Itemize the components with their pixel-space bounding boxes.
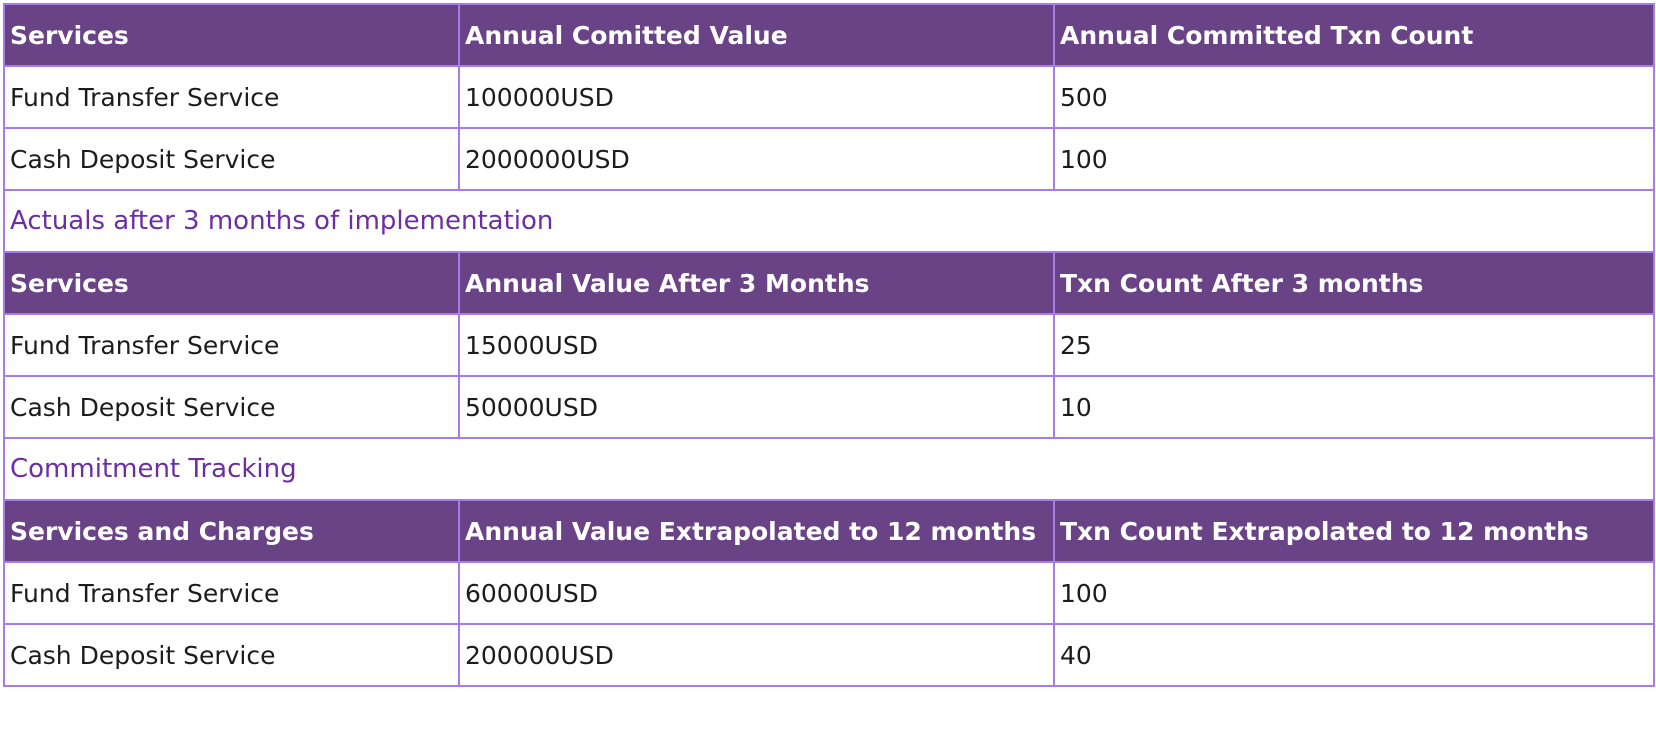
header-cell: Services and Charges [3,499,460,563]
table-cell: 10 [1053,375,1655,439]
table-cell: 200000USD [458,623,1055,687]
header-cell: Txn Count After 3 months [1053,251,1655,315]
header-cell: Services [3,251,460,315]
table-cell: Cash Deposit Service [3,375,460,439]
table-cell: Cash Deposit Service [3,127,460,191]
table-header-row: Services Annual Value After 3 Months Txn… [3,251,1655,315]
table-row: Fund Transfer Service 15000USD 25 [3,313,1655,377]
table-row: Fund Transfer Service 60000USD 100 [3,561,1655,625]
table-cell: 60000USD [458,561,1055,625]
table-row: Cash Deposit Service 200000USD 40 [3,623,1655,687]
table-cell: 15000USD [458,313,1055,377]
table-row: Fund Transfer Service 100000USD 500 [3,65,1655,129]
header-cell: Txn Count Extrapolated to 12 months [1053,499,1655,563]
table-cell: 40 [1053,623,1655,687]
table-cell: Fund Transfer Service [3,65,460,129]
section-title-row: Actuals after 3 months of implementation [3,189,1655,253]
table-cell: 100 [1053,127,1655,191]
header-cell: Annual Value Extrapolated to 12 months [458,499,1055,563]
table-row: Cash Deposit Service 2000000USD 100 [3,127,1655,191]
table-cell: 100 [1053,561,1655,625]
table-cell: 500 [1053,65,1655,129]
table-cell: Cash Deposit Service [3,623,460,687]
table-cell: Fund Transfer Service [3,561,460,625]
table-header-row: Services Annual Comitted Value Annual Co… [3,3,1655,67]
table-row: Cash Deposit Service 50000USD 10 [3,375,1655,439]
table-cell: 100000USD [458,65,1055,129]
commitment-table: Services Annual Comitted Value Annual Co… [3,3,1655,687]
table-header-row: Services and Charges Annual Value Extrap… [3,499,1655,563]
header-cell: Services [3,3,460,67]
table-cell: Fund Transfer Service [3,313,460,377]
header-cell: Annual Committed Txn Count [1053,3,1655,67]
section-title-commitment-tracking: Commitment Tracking [3,437,1655,501]
section-title-row: Commitment Tracking [3,437,1655,501]
section-title-actuals: Actuals after 3 months of implementation [3,189,1655,253]
header-cell: Annual Value After 3 Months [458,251,1055,315]
table-cell: 2000000USD [458,127,1055,191]
header-cell: Annual Comitted Value [458,3,1055,67]
table-cell: 50000USD [458,375,1055,439]
table-cell: 25 [1053,313,1655,377]
